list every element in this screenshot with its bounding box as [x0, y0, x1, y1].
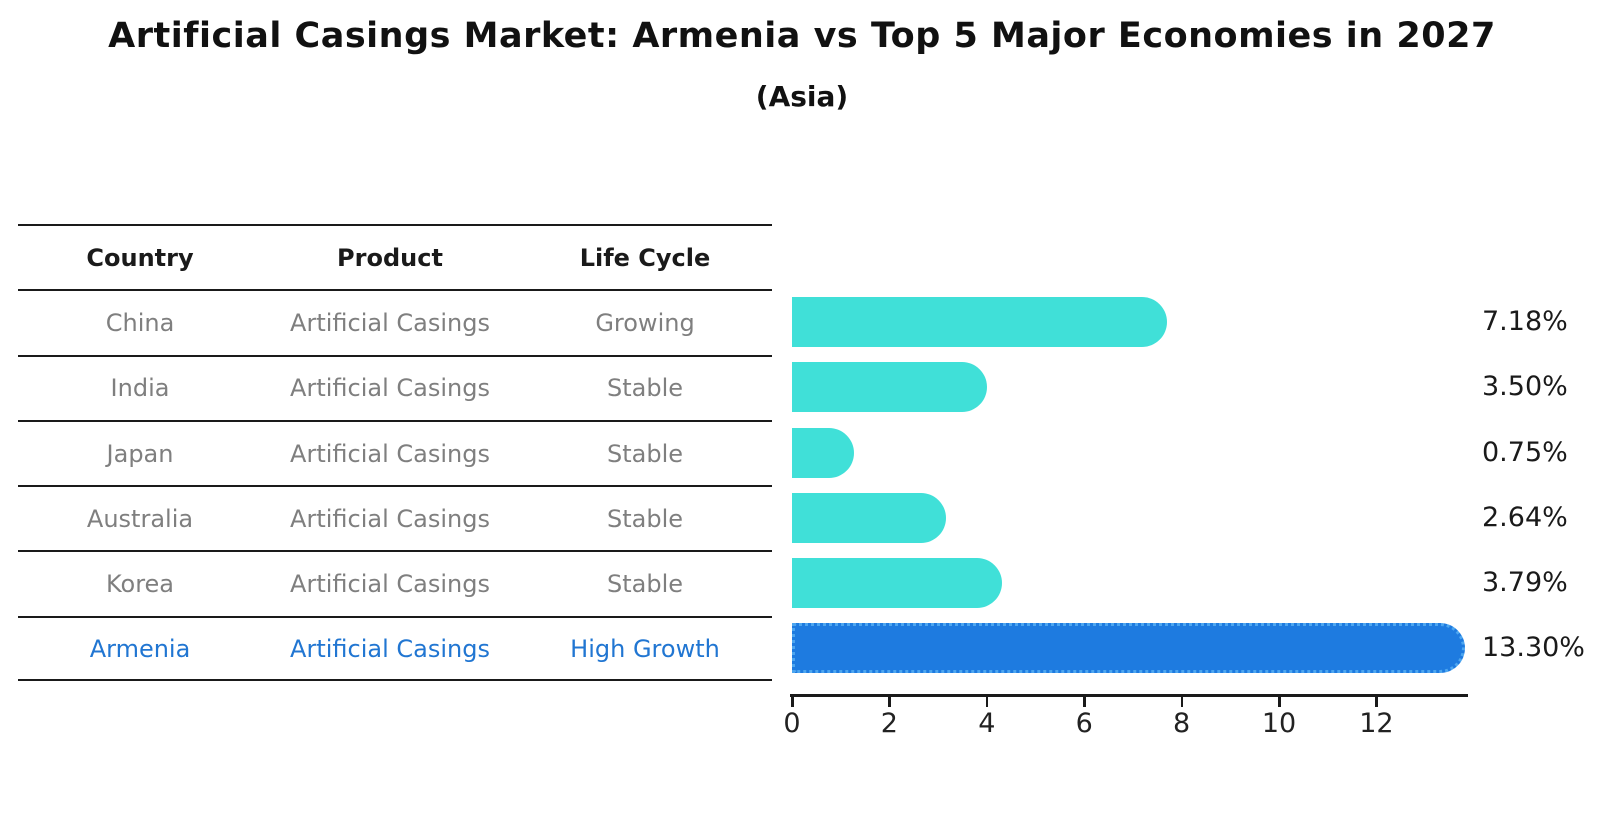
table-cell-life-cycle: Stable	[606, 374, 684, 403]
table-cell-life-cycle: Stable	[606, 570, 684, 599]
table-cell-product: Artificial Casings	[290, 439, 490, 468]
column-header-product: Product	[337, 243, 443, 272]
table-cell-life-cycle: Stable	[606, 439, 684, 468]
x-axis-tick-label: 10	[1261, 708, 1297, 739]
table-cell-country: India	[110, 374, 170, 403]
bar-value-label-korea: 3.79%	[1482, 567, 1568, 599]
x-axis-line	[790, 694, 1468, 697]
table-row-australia: Australia Artificial Casings Stable	[18, 485, 772, 550]
x-axis-tick-label: 6	[1075, 708, 1093, 739]
table-cell-product: Artificial Casings	[290, 570, 490, 599]
page-subtitle: (Asia)	[755, 80, 849, 113]
x-axis-tick-label: 0	[783, 708, 801, 739]
x-axis-tick-mark	[1180, 694, 1184, 707]
x-axis-tick-label: 12	[1359, 708, 1394, 739]
table-cell-life-cycle: Stable	[606, 504, 684, 533]
comparison-table: Country Product Life Cycle China Artifici…	[18, 224, 772, 681]
bar-china	[792, 296, 1167, 347]
table-cell-product: Artificial Casings	[290, 308, 490, 337]
x-axis-tick-mark	[888, 694, 891, 707]
table-cell-life-cycle: Growing	[595, 308, 695, 337]
table-cell-product: Artificial Casings	[290, 635, 490, 664]
table-cell-product: Artificial Casings	[290, 504, 490, 533]
x-axis-tick-mark	[985, 694, 989, 707]
x-axis-tick-mark	[1375, 694, 1378, 707]
bar-value-label-australia: 2.64%	[1482, 501, 1568, 533]
bar-india	[792, 362, 988, 413]
table-row-china: China Artificial Casings Growing	[18, 289, 772, 354]
table-row-armenia: Armenia Artificial Casings High Growth	[18, 615, 772, 681]
x-axis-tick-label: 4	[978, 708, 996, 739]
bar-korea	[792, 558, 1002, 609]
table-cell-country: China	[105, 308, 175, 337]
x-axis-tick-mark	[1083, 694, 1086, 707]
table-cell-product: Artificial Casings	[290, 374, 490, 403]
bar-value-label-india: 3.50%	[1482, 371, 1568, 403]
table-cell-life-cycle: High Growth	[570, 635, 720, 664]
x-axis-tick-label: 8	[1173, 708, 1191, 739]
bar-australia	[792, 492, 946, 543]
column-header-life-cycle: Life Cycle	[579, 243, 711, 272]
bar-value-label-armenia: 13.30%	[1482, 632, 1585, 664]
bar-value-label-japan: 0.75%	[1482, 436, 1568, 468]
x-axis-tick-label: 2	[880, 708, 898, 739]
table-row-india: India Artificial Casings Stable	[18, 354, 772, 420]
bar-japan	[792, 427, 854, 478]
table-row-japan: Japan Artificial Casings Stable	[18, 419, 772, 485]
table-cell-country: Japan	[106, 439, 174, 468]
table-cell-country: Armenia	[89, 635, 191, 664]
table-row-korea: Korea Artificial Casings Stable	[18, 550, 772, 615]
column-header-country: Country	[86, 243, 194, 272]
bar-armenia	[792, 623, 1465, 674]
bar-value-label-china: 7.18%	[1482, 305, 1568, 337]
table-cell-country: Australia	[86, 504, 194, 533]
table-cell-country: Korea	[105, 570, 175, 599]
table-header-row: Country Product Life Cycle	[18, 224, 772, 289]
x-axis-tick-mark	[1278, 694, 1281, 707]
table-body: China Artificial Casings Growing India Artif…	[18, 289, 772, 681]
page-title: Artificial Casings Market: Armenia vs To…	[108, 16, 1496, 56]
x-axis-tick-mark	[791, 694, 794, 707]
